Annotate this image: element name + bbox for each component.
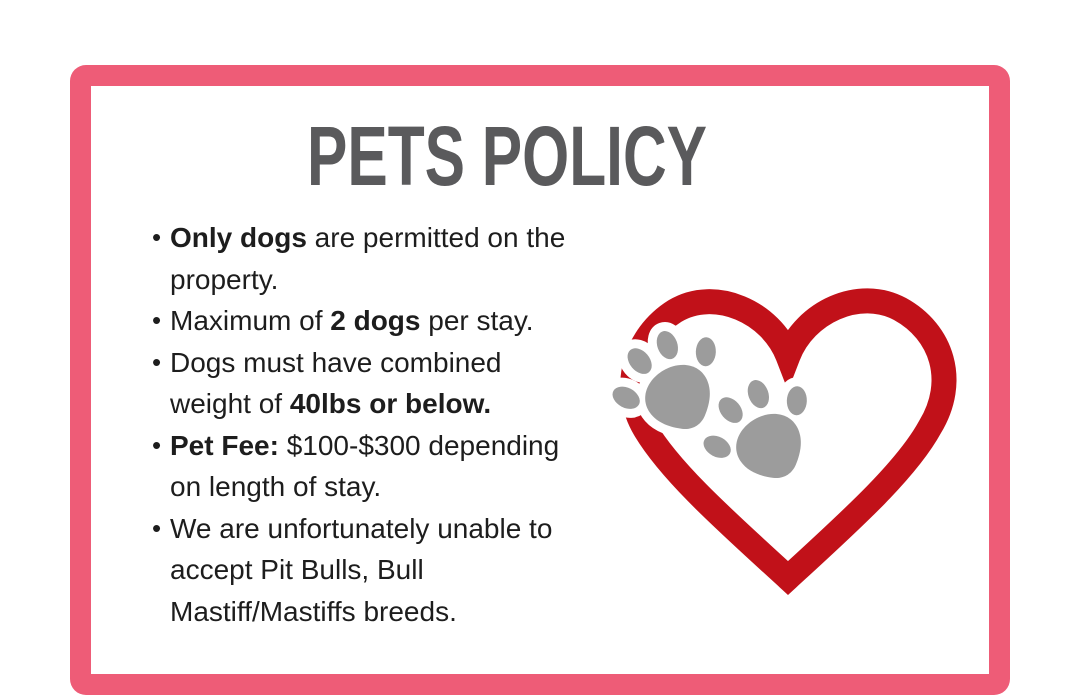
policy-bullet: Dogs must have combined weight of 40lbs … <box>152 342 584 425</box>
heart-icon <box>620 288 957 595</box>
policy-bullet: Only dogs are permitted on the property. <box>152 217 584 300</box>
policy-bullet: Maximum of 2 dogs per stay. <box>152 300 584 342</box>
pets-policy-card: PETS POLICY Only dogs are permitted on t… <box>70 65 1010 695</box>
bullet-text-segment: per stay. <box>420 305 534 336</box>
bullet-text-segment: Dogs must have combined weight of <box>170 346 502 420</box>
bullet-text-segment: 2 dogs <box>330 305 421 336</box>
policy-bullet: Pet Fee: $100-$300 depending on length o… <box>152 425 584 508</box>
bullet-text-segment: Maximum of <box>170 305 331 336</box>
bullet-text-segment: 40lbs or below. <box>289 388 492 419</box>
page-title: PETS POLICY <box>307 109 707 203</box>
policy-bullet-list: Only dogs are permitted on the property.… <box>152 217 584 632</box>
heart-paws-graphic <box>600 288 957 595</box>
bullet-text-segment: Pet Fee: <box>170 429 279 461</box>
policy-bullet: We are unfortunately unable to accept Pi… <box>152 508 584 633</box>
bullet-text-segment: are permitted on the property. <box>170 222 566 295</box>
bullet-text-segment: Only dogs <box>170 222 307 253</box>
bullet-text-segment: $100-$300 depending on length of stay. <box>170 429 560 503</box>
bullet-text-segment: We are unfortunately unable to accept Pi… <box>170 512 553 627</box>
